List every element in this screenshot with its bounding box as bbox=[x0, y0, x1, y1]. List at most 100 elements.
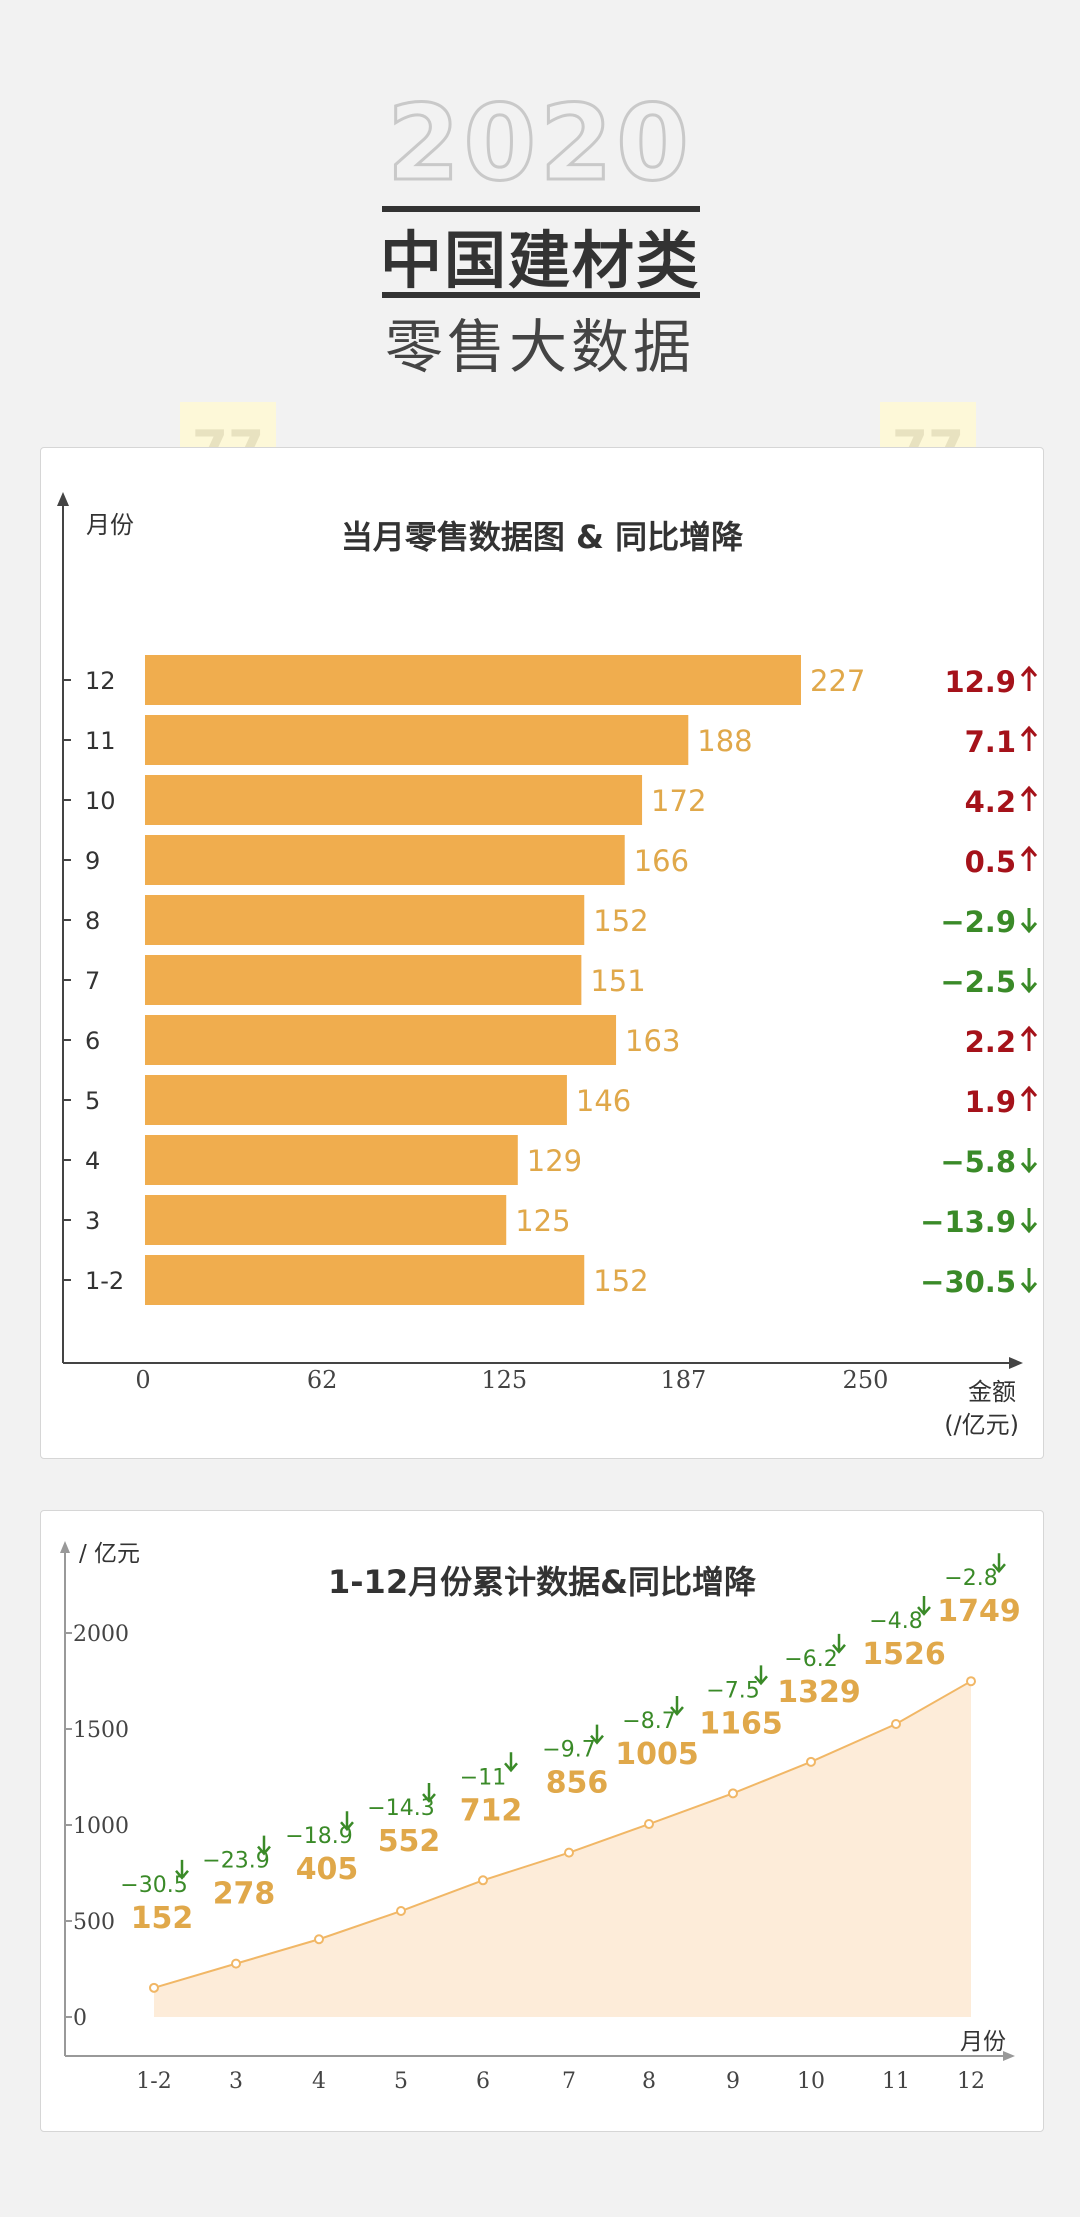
point-value-label: 552 bbox=[378, 1824, 441, 1859]
category-label: 8 bbox=[85, 907, 100, 935]
cumulative-chart-card: / 亿元 1-12月份累计数据&同比增降 2000 1500 1000 500 0 152 −3… bbox=[40, 1510, 1044, 2132]
bar bbox=[145, 655, 801, 705]
yoy-change-label: −9.7 bbox=[542, 1738, 595, 1763]
category-label: 3 bbox=[85, 1207, 100, 1235]
up-arrow-icon bbox=[1020, 1085, 1038, 1111]
bar-value-label: 129 bbox=[527, 1144, 582, 1178]
monthly-bar-chart: 月份 当月零售数据图 & 同比增降 12 227 12.9 11 188 7.1 10 172 4.… bbox=[57, 492, 1038, 1439]
x-tick-label: 3 bbox=[229, 2069, 243, 2094]
up-arrow-icon bbox=[1020, 665, 1038, 691]
chart-title: 1-12月份累计数据&同比增降 bbox=[328, 1563, 757, 1601]
page-header: 2020 中国建材类 零售大数据 bbox=[0, 0, 1080, 400]
x-tick-label: 8 bbox=[642, 2069, 656, 2094]
x-axis-unit: (/亿元) bbox=[944, 1411, 1019, 1439]
point-value-label: 152 bbox=[131, 1901, 194, 1936]
bar-value-label: 151 bbox=[590, 964, 645, 998]
bar bbox=[145, 715, 689, 765]
yoy-change-label: 4.2 bbox=[965, 785, 1016, 819]
data-point bbox=[644, 1819, 654, 1830]
data-point bbox=[478, 1875, 488, 1886]
x-axis-label: 金额 bbox=[968, 1378, 1016, 1406]
yoy-change-label: −30.5 bbox=[920, 1265, 1016, 1299]
down-arrow-icon bbox=[1020, 968, 1038, 994]
category-label: 9 bbox=[85, 847, 100, 875]
x-axis-label: 月份 bbox=[960, 2029, 1006, 2055]
bar-value-label: 188 bbox=[697, 724, 752, 758]
x-tick-label: 0 bbox=[135, 1366, 150, 1394]
data-point bbox=[564, 1847, 574, 1858]
category-label: 7 bbox=[85, 967, 100, 995]
down-arrow-icon bbox=[590, 1724, 604, 1745]
bar-value-label: 227 bbox=[810, 664, 865, 698]
data-point bbox=[396, 1906, 406, 1917]
down-arrow-icon bbox=[992, 1553, 1006, 1574]
category-label: 1-2 bbox=[85, 1267, 124, 1295]
y-tick-label: 500 bbox=[73, 1910, 115, 1935]
yoy-change-label: −23.9 bbox=[202, 1849, 269, 1874]
x-tick-label: 250 bbox=[843, 1366, 889, 1394]
bar bbox=[145, 1255, 585, 1305]
title-rule-top bbox=[382, 206, 700, 212]
down-arrow-icon bbox=[1020, 1268, 1038, 1294]
bar-value-label: 163 bbox=[625, 1024, 680, 1058]
yoy-change-label: −2.8 bbox=[944, 1566, 997, 1591]
point-value-label: 405 bbox=[296, 1852, 359, 1887]
yoy-change-label: −18.9 bbox=[285, 1824, 352, 1849]
yoy-change-label: −6.2 bbox=[784, 1647, 837, 1672]
x-tick-label: 10 bbox=[797, 2069, 825, 2094]
bar bbox=[145, 955, 582, 1005]
up-arrow-icon bbox=[1020, 725, 1038, 751]
x-tick-label: 1-2 bbox=[136, 2069, 171, 2094]
y-axis-label: 月份 bbox=[86, 511, 134, 539]
monthly-retail-chart-card: 月份 当月零售数据图 & 同比增降 12 227 12.9 11 188 7.1 10 172 4.… bbox=[40, 447, 1044, 1459]
point-value-label: 712 bbox=[460, 1793, 523, 1828]
bar bbox=[145, 1195, 507, 1245]
down-arrow-icon bbox=[1020, 1148, 1038, 1174]
bar bbox=[145, 895, 585, 945]
x-axis-arrow bbox=[1003, 2051, 1015, 2061]
category-label: 6 bbox=[85, 1027, 100, 1055]
down-arrow-icon bbox=[504, 1752, 518, 1773]
bar bbox=[145, 835, 625, 885]
x-tick-label: 125 bbox=[481, 1366, 527, 1394]
down-arrow-icon bbox=[670, 1696, 684, 1716]
title-rule-bottom bbox=[382, 292, 700, 298]
x-tick-label: 4 bbox=[312, 2069, 326, 2094]
up-arrow-icon bbox=[1020, 785, 1038, 811]
point-value-label: 1005 bbox=[615, 1737, 699, 1772]
category-label: 11 bbox=[85, 727, 116, 755]
down-arrow-icon bbox=[754, 1665, 768, 1686]
x-tick-label: 6 bbox=[476, 2069, 490, 2094]
yoy-change-label: 12.9 bbox=[944, 665, 1016, 699]
down-arrow-icon bbox=[175, 1859, 189, 1880]
bar bbox=[145, 1075, 567, 1125]
x-axis-arrow bbox=[1009, 1357, 1023, 1369]
chart-title: 当月零售数据图 & 同比增降 bbox=[341, 518, 744, 556]
category-label: 4 bbox=[85, 1147, 100, 1175]
bar-value-label: 166 bbox=[634, 844, 689, 878]
y-axis-arrow bbox=[57, 492, 69, 506]
y-axis-label: / 亿元 bbox=[79, 1541, 140, 1567]
down-arrow-icon bbox=[1020, 908, 1038, 934]
y-tick-label: 0 bbox=[73, 2006, 87, 2031]
down-arrow-icon bbox=[340, 1811, 354, 1832]
up-arrow-icon bbox=[1020, 1025, 1038, 1051]
data-point bbox=[891, 1719, 901, 1730]
bar-value-label: 152 bbox=[593, 1264, 648, 1298]
yoy-change-label: −8.7 bbox=[622, 1709, 675, 1734]
cumulative-area-chart: / 亿元 1-12月份累计数据&同比增降 2000 1500 1000 500 0 152 −3… bbox=[60, 1541, 1021, 2094]
yoy-change-label: −4.8 bbox=[869, 1609, 922, 1634]
y-tick-label: 1500 bbox=[73, 1718, 129, 1743]
yoy-change-label: −7.5 bbox=[706, 1678, 759, 1703]
down-arrow-icon bbox=[917, 1596, 931, 1616]
data-point bbox=[966, 1676, 976, 1687]
data-point bbox=[806, 1756, 816, 1767]
point-value-label: 1165 bbox=[699, 1706, 783, 1741]
x-tick-label: 62 bbox=[307, 1366, 338, 1394]
y-axis-arrow bbox=[60, 1541, 70, 1553]
bar-value-label: 152 bbox=[593, 904, 648, 938]
bar-value-label: 125 bbox=[515, 1204, 570, 1238]
bar bbox=[145, 1015, 617, 1065]
down-arrow-icon bbox=[422, 1783, 436, 1803]
data-point bbox=[231, 1958, 241, 1969]
